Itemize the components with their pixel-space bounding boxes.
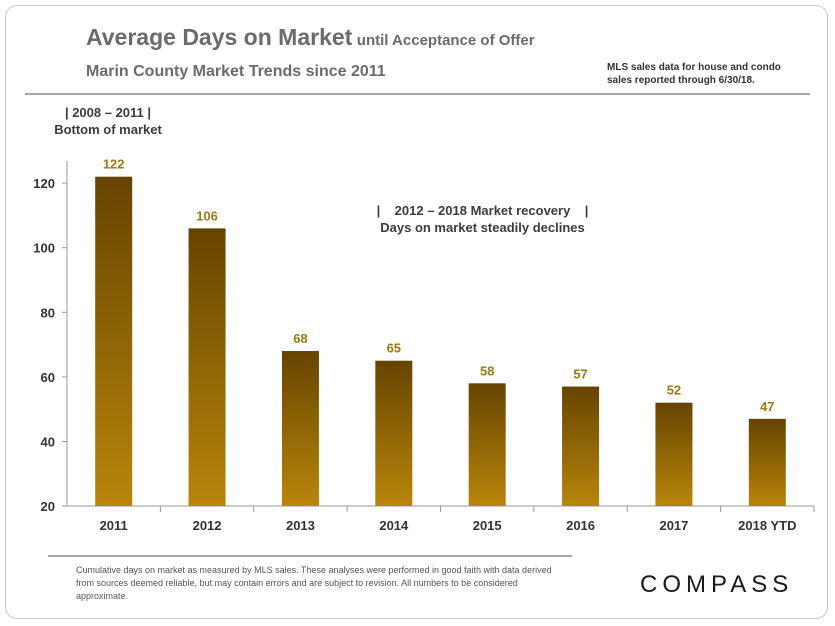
y-tick-label: 100	[33, 241, 55, 256]
data-label: 65	[387, 341, 401, 356]
data-label: 106	[196, 208, 218, 223]
bar	[748, 418, 786, 506]
x-tick-label: 2011	[100, 518, 128, 533]
bar	[375, 360, 413, 506]
x-tick-label: 2012	[193, 518, 222, 533]
bar	[468, 383, 506, 506]
data-label: 47	[760, 399, 774, 414]
header-divider	[25, 93, 810, 95]
bar	[188, 228, 226, 507]
data-label: 58	[480, 363, 494, 378]
x-tick-label: 2013	[286, 518, 315, 533]
y-tick-label: 20	[41, 499, 55, 514]
x-tick-label: 2018 YTD	[738, 518, 796, 533]
bar	[655, 402, 693, 506]
x-tick-label: 2015	[473, 518, 502, 533]
x-tick-label: 2016	[566, 518, 595, 533]
compass-logo: COMPASS	[640, 571, 794, 598]
slide-frame	[5, 5, 828, 619]
bar	[562, 386, 600, 506]
title-suffix: until Acceptance of Offer	[356, 32, 535, 49]
data-label: 57	[573, 367, 587, 382]
annotation-market-recovery: | 2012 – 2018 Market recovery | Days on …	[376, 203, 589, 235]
footnote: Cumulative days on market as measured by…	[76, 565, 552, 601]
chart-title: Average Days on Market until Acceptance …	[86, 24, 535, 51]
source-note: MLS sales data for house and condo sales…	[607, 62, 781, 86]
data-label: 68	[293, 331, 307, 346]
y-tick-label: 120	[33, 176, 55, 191]
y-tick-label: 80	[41, 305, 55, 320]
annotation-bottom-of-market: | 2008 – 2011 | Bottom of market	[54, 105, 162, 137]
y-tick-label: 60	[41, 370, 55, 385]
bar	[95, 176, 133, 506]
data-label: 52	[667, 383, 681, 398]
footer-divider	[48, 555, 572, 557]
title-main: Average Days on Market	[86, 24, 353, 50]
y-tick-label: 40	[41, 434, 55, 449]
x-tick-label: 2017	[659, 518, 688, 533]
bar	[281, 351, 319, 506]
data-label: 122	[103, 157, 125, 172]
chart-subtitle: Marin County Market Trends since 2011	[86, 63, 386, 80]
x-tick-label: 2014	[379, 518, 409, 533]
